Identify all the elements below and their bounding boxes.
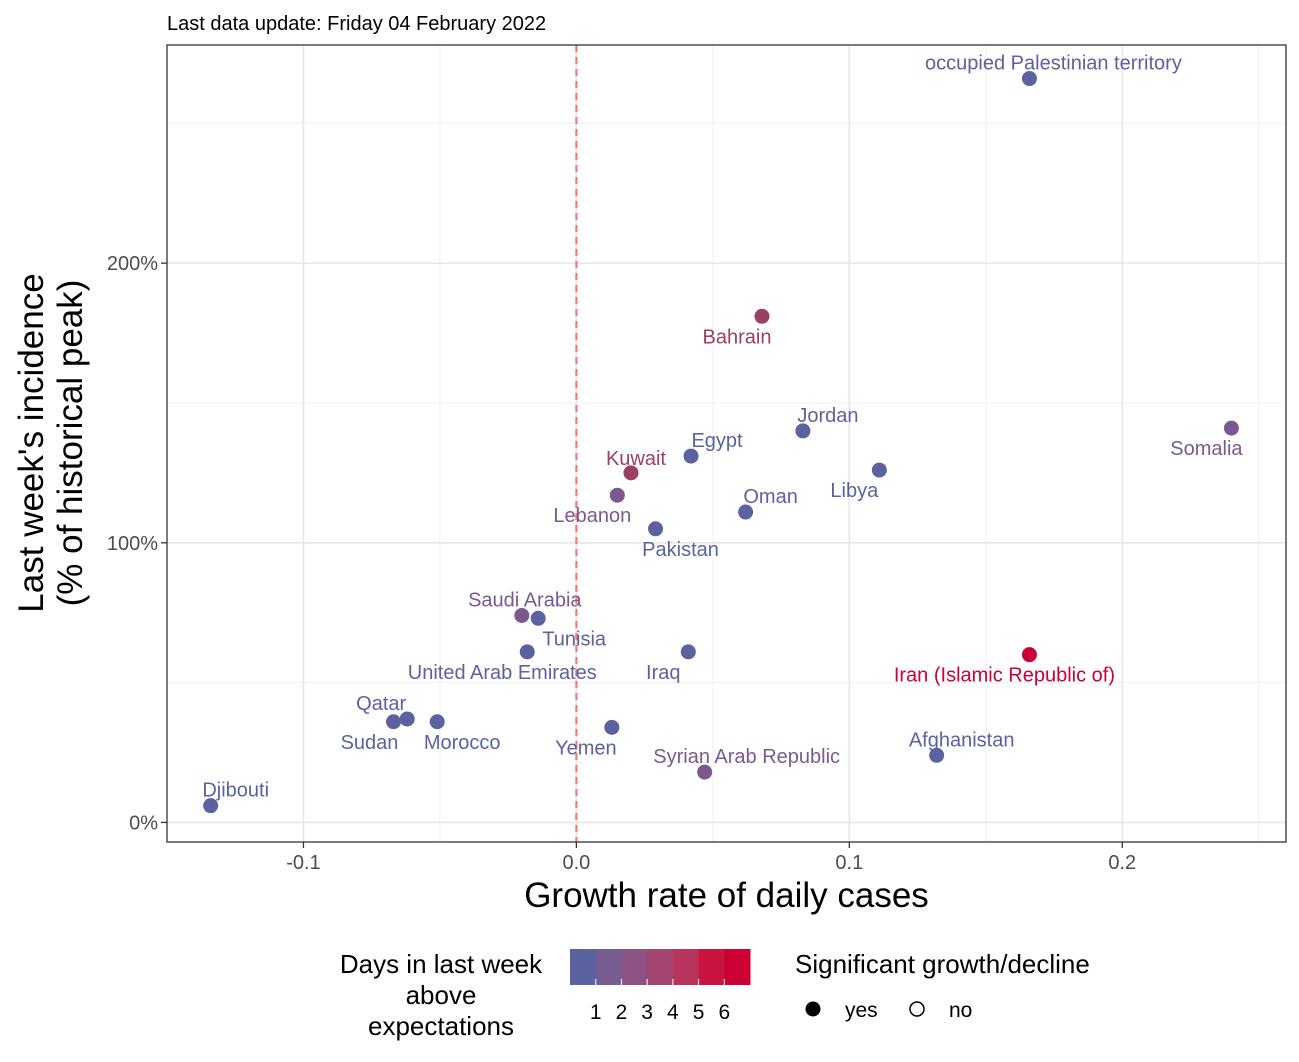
x-tick-label: 0.0 [562,852,590,874]
point-label: Sudan [341,732,399,754]
data-point [1021,647,1037,663]
data-point [519,644,535,660]
point-label: Yemen [555,737,617,759]
legend-open-circle-icon [909,1001,925,1017]
point-label: Jordan [797,405,858,427]
point-label: Afghanistan [909,729,1015,751]
point-label: Morocco [424,732,501,754]
y-axis-title-line-1: Last week's incidence [12,273,51,612]
y-axis-title: Last week's incidence(% of historical pe… [12,273,90,612]
data-point [399,711,415,727]
data-point [648,521,664,537]
data-point [697,764,713,780]
color-legend-label: 5 [693,1001,705,1024]
x-tick-label: 0.2 [1108,852,1136,874]
point-label: Saudi Arabia [468,589,582,611]
color-legend-swatch [724,949,751,985]
x-tick-label: 0.1 [835,852,863,874]
point-label: Djibouti [202,780,269,802]
y-axis-title-line-2: (% of historical peak) [51,280,90,607]
chart-subtitle: Last data update: Friday 04 February 202… [167,13,546,35]
data-point [609,487,625,503]
axis-labels: -0.1 0.0 0.1 0.2 0% 100% 200% Growth rate of da… [12,253,1136,915]
point-label: Qatar [356,693,406,715]
point-label: Egypt [691,430,743,452]
data-point [680,644,696,660]
point-label: Libya [830,480,879,502]
point-label: Iraq [646,662,680,684]
data-point [929,747,945,763]
x-tick-label: -0.1 [286,852,320,874]
x-axis-title: Growth rate of daily cases [524,876,929,915]
data-point [754,308,770,324]
color-legend-swatch [672,949,700,985]
point-label: occupied Palestinian territory [925,53,1182,75]
panel-background [167,45,1286,842]
point-label: Tunisia [542,628,607,650]
plot-area: occupied Palestinian territory Bahrain Som… [166,44,1287,843]
data-point [683,448,699,464]
color-legend-label: 6 [718,1001,730,1024]
data-point [386,714,402,730]
point-labels: occupied Palestinian territory Bahrain Som… [202,53,1243,802]
panel-border [166,44,1287,843]
data-point [623,465,639,481]
color-legend-swatch [621,949,648,985]
point-label: Oman [743,486,797,508]
data-point [871,462,887,478]
point-label: Kuwait [606,448,666,470]
y-tick-label: 200% [107,253,158,275]
data-point [604,719,620,735]
data-point [203,798,219,814]
point-label: United Arab Emirates [408,662,597,684]
point-label: Lebanon [553,505,631,527]
y-tick-label: 100% [107,533,158,555]
data-point [1021,71,1037,87]
data-point [1223,420,1239,436]
y-tick-label: 0% [129,812,158,834]
point-label: Iran (Islamic Republic of) [894,665,1115,687]
color-legend-label: 2 [616,1001,628,1024]
color-legend-label: 4 [667,1001,679,1024]
data-point [795,423,811,439]
color-legend-title-line: above [406,980,477,1010]
point-label: Pakistan [642,539,719,561]
color-legend-title-line: expectations [368,1011,514,1041]
color-legend-label: 3 [641,1001,653,1024]
data-point [514,607,530,623]
data-point [530,610,546,626]
color-legend-swatch [570,949,597,985]
point-label: Bahrain [703,326,772,348]
color-legend-title-line: Days in last week [340,949,543,979]
shape-legend-label: no [949,999,972,1022]
shape-legend-title: Significant growth/decline [795,949,1090,979]
data-points [203,71,1239,814]
point-label: Syrian Arab Republic [653,746,840,768]
legend: Days in last week above expectations 1 2 3 4 5 6… [340,949,1090,1041]
point-label: Somalia [1170,438,1243,460]
color-legend-swatch [647,949,674,985]
legend-filled-circle-icon [805,1001,821,1017]
color-legend-swatch [698,949,725,985]
data-point [738,504,754,520]
data-point [429,714,445,730]
shape-legend-label: yes [845,999,878,1022]
color-legend-swatch [595,949,622,985]
color-legend-label: 1 [590,1001,602,1024]
color-legend-title: Days in last week above expectations [340,949,543,1041]
